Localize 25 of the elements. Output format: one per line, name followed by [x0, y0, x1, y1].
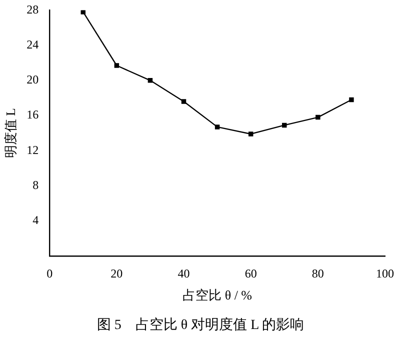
- y-tick-label: 12: [26, 142, 39, 157]
- x-tick-label: 60: [244, 266, 257, 280]
- y-tick-label: 4: [32, 213, 39, 228]
- point: [248, 132, 254, 136]
- y-tick-label: 16: [26, 108, 39, 122]
- x-tick-label: 100: [376, 266, 394, 280]
- x-tick-label: 80: [312, 266, 324, 280]
- point: [214, 124, 220, 130]
- point: [316, 114, 320, 120]
- point: [80, 10, 86, 14]
- x-axis-title: 占空比 θ / %: [182, 288, 252, 303]
- point: [349, 97, 354, 102]
- text: 图 5 占空比 θ 对明度值 L 的影响: [96, 316, 306, 334]
- y-tick-label: 20: [26, 72, 39, 87]
- point: [114, 63, 120, 68]
- y-axis-title: 明度值 L: [3, 108, 18, 158]
- point: [181, 99, 186, 104]
- y-tick-label: 28: [26, 2, 39, 16]
- y-tick-label: 24: [26, 37, 39, 52]
- x-tick-label: 40: [178, 266, 190, 280]
- point: [148, 78, 153, 83]
- x-tick-label: 0: [46, 266, 53, 280]
- y-tick-label: 8: [32, 178, 39, 192]
- point: [282, 122, 287, 128]
- x-tick-label: 20: [110, 266, 123, 280]
